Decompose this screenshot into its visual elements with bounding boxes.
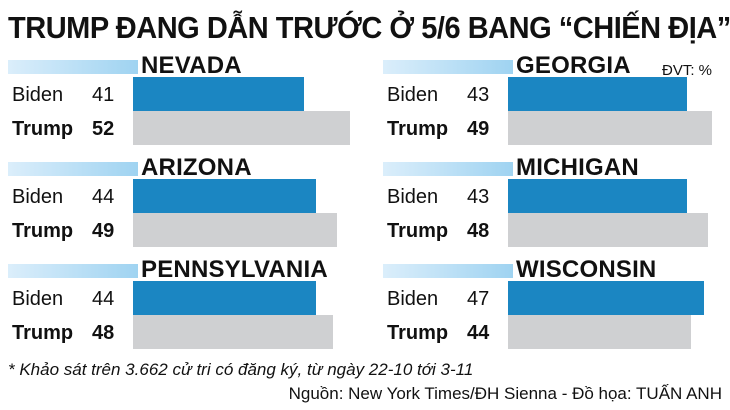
candidate-label: Trump [387, 118, 449, 140]
state-label: NEVADA [141, 52, 242, 79]
candidate-label: Biden [12, 288, 64, 310]
series-row-biden: Biden 47 [383, 281, 730, 315]
candidate-label: Biden [12, 84, 64, 106]
state-label: GEORGIA [516, 52, 631, 79]
bar-biden [133, 281, 316, 315]
candidate-label: Biden [387, 84, 439, 106]
state-strip [383, 162, 513, 176]
series-row-biden: Biden 44 [8, 281, 358, 315]
value-label: 44 [92, 186, 115, 208]
candidate-label: Trump [12, 220, 74, 242]
series-row-biden: Biden 41 [8, 77, 358, 111]
value-label: 41 [92, 84, 115, 106]
value-label: 48 [467, 220, 490, 242]
value-label: 49 [467, 118, 490, 140]
candidate-label: Trump [12, 118, 74, 140]
chart-title: TRUMP ĐANG DẪN TRƯỚC Ở 5/6 BANG “CHIẾN Đ… [8, 10, 730, 45]
state-label: WISCONSIN [516, 256, 657, 283]
value-label: 44 [467, 322, 490, 344]
series-row-trump: Trump 44 [383, 315, 730, 349]
value-label: 43 [467, 186, 490, 208]
panel-arizona: ARIZONA Biden 44 Trump 49 [8, 154, 358, 260]
value-label: 49 [92, 220, 115, 242]
series-row-trump: Trump 48 [383, 213, 730, 247]
series-row-biden: Biden 43 [383, 77, 730, 111]
series-row-trump: Trump 49 [383, 111, 730, 145]
panel-wisconsin: WISCONSIN Biden 47 Trump 44 [383, 256, 730, 362]
state-label: PENNSYLVANIA [141, 256, 328, 283]
series-row-trump: Trump 48 [8, 315, 358, 349]
panel-michigan: MICHIGAN Biden 43 Trump 48 [383, 154, 730, 260]
state-strip [383, 264, 513, 278]
value-label: 47 [467, 288, 490, 310]
state-strip [383, 60, 513, 74]
candidate-label: Biden [387, 288, 439, 310]
unit-label: ĐVT: % [662, 62, 713, 79]
bar-trump [133, 315, 333, 349]
bar-biden [508, 179, 687, 213]
bar-biden [508, 77, 687, 111]
series-row-biden: Biden 43 [383, 179, 730, 213]
candidate-label: Trump [387, 322, 449, 344]
series-row-trump: Trump 52 [8, 111, 358, 145]
candidate-label: Biden [387, 186, 439, 208]
panel-pennsylvania: PENNSYLVANIA Biden 44 Trump 48 [8, 256, 358, 362]
footnote: * Khảo sát trên 3.662 cử tri có đăng ký,… [8, 360, 474, 379]
bar-trump [133, 111, 350, 145]
value-label: 43 [467, 84, 490, 106]
candidate-label: Trump [12, 322, 74, 344]
candidate-label: Biden [12, 186, 64, 208]
value-label: 52 [92, 118, 115, 140]
state-label: ARIZONA [141, 154, 252, 181]
candidate-label: Trump [387, 220, 449, 242]
source-credit: Nguồn: New York Times/ĐH Sienna - Đồ họa… [288, 384, 722, 403]
panel-nevada: NEVADA Biden 41 Trump 52 [8, 52, 358, 158]
series-row-biden: Biden 44 [8, 179, 358, 213]
panel-georgia: GEORGIA Biden 43 Trump 49 [383, 52, 730, 158]
value-label: 44 [92, 288, 115, 310]
bar-trump [508, 213, 708, 247]
state-strip [8, 60, 138, 74]
bar-biden [508, 281, 704, 315]
state-label: MICHIGAN [516, 154, 639, 181]
value-label: 48 [92, 322, 115, 344]
state-strip [8, 162, 138, 176]
bar-trump [508, 111, 712, 145]
bar-biden [133, 179, 316, 213]
bar-trump [508, 315, 691, 349]
state-strip [8, 264, 138, 278]
bar-trump [133, 213, 337, 247]
bar-biden [133, 77, 304, 111]
series-row-trump: Trump 49 [8, 213, 358, 247]
